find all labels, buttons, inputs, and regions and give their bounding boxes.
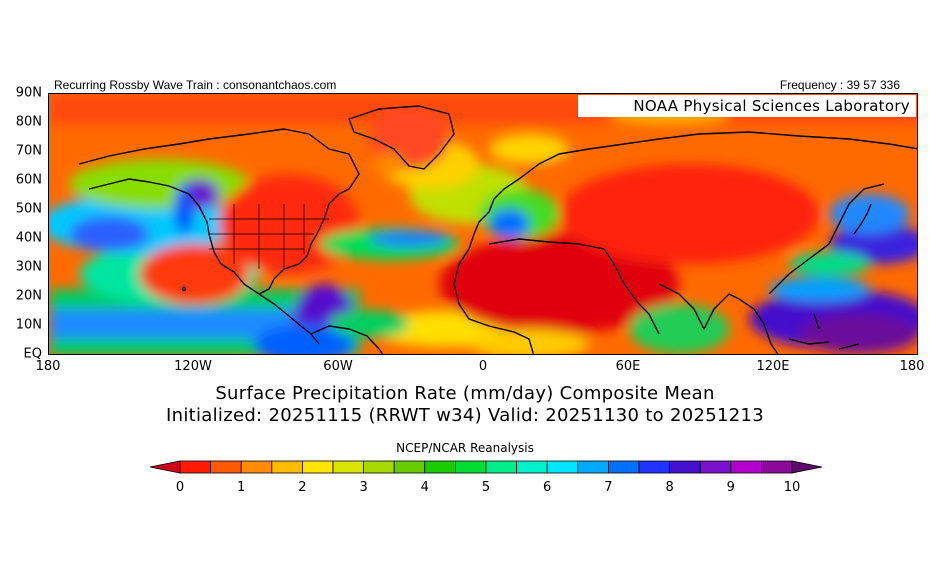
lon-label: 120E: [756, 359, 790, 374]
colorbar: [149, 460, 823, 474]
islands-outline: [788, 313, 860, 350]
precipitation-map: [48, 93, 918, 355]
colorbar-swatch: [210, 460, 242, 474]
colorbar-swatch: [301, 460, 334, 474]
colorbar-swatch: [699, 460, 732, 474]
colorbar-swatch: [271, 460, 303, 474]
us-state-lines: [209, 204, 329, 269]
header-right-text: Frequency : 39 57 336: [779, 78, 900, 92]
lon-label: 120W: [174, 359, 212, 374]
lat-label: 50N: [15, 201, 42, 217]
lon-label: 180: [899, 359, 925, 374]
lab-label: NOAA Physical Sciences Laboratory: [578, 95, 916, 117]
map-title-line1: Surface Precipitation Rate (mm/day) Comp…: [215, 383, 715, 404]
lat-label: 70N: [15, 143, 42, 159]
colorbar-tick-label: 8: [665, 480, 674, 495]
lon-label: 60E: [615, 359, 641, 374]
map-svg: [49, 94, 917, 354]
dataset-label: NCEP/NCAR Reanalysis: [396, 441, 534, 455]
colorbar-swatch: [669, 460, 701, 474]
lat-label: 40N: [15, 230, 42, 246]
colorbar-swatch: [240, 460, 273, 474]
lat-label: 30N: [15, 259, 42, 275]
colorbar-tick-label: 1: [237, 480, 246, 495]
coastlines: [78, 105, 917, 354]
lat-label: 80N: [15, 114, 42, 130]
colorbar-tick-label: 3: [359, 480, 368, 495]
south-america-outline: [310, 325, 384, 354]
north-america-outline: [78, 128, 360, 295]
se-asia-outline: [738, 183, 885, 354]
lon-label: 60W: [323, 359, 353, 374]
colorbar-swatch: [393, 460, 426, 474]
lat-label: 20N: [15, 288, 42, 304]
colorbar-tick-label: 0: [175, 480, 185, 495]
india-outline: [658, 283, 740, 330]
colorbar-tick-label: 4: [420, 480, 429, 495]
colorbar-tick-label: 2: [298, 480, 307, 495]
colorbar-tick-label: 9: [726, 480, 735, 495]
colorbar-swatch: [761, 460, 793, 474]
central-america-outline: [258, 293, 320, 345]
header-left-text: Recurring Rossby Wave Train : consonantc…: [54, 78, 337, 92]
lat-label: 60N: [15, 172, 42, 188]
europe-africa-outline: [468, 131, 917, 250]
lon-label: 0: [478, 359, 488, 374]
colorbar-swatch: [516, 460, 548, 474]
map-title-line2: Initialized: 20251115 (RRWT w34) Valid: …: [166, 405, 764, 426]
africa-outline: [453, 248, 535, 354]
lon-label: 180: [35, 359, 61, 374]
colorbar-tick-label: 6: [543, 480, 552, 495]
colorbar-swatch: [454, 460, 487, 474]
colorbar-swatch: [485, 460, 518, 474]
lat-label: 10N: [15, 317, 42, 333]
colorbar-tick-label: 5: [481, 480, 491, 495]
colorbar-max-arrow: [791, 460, 823, 474]
greenland-outline: [348, 105, 455, 170]
colorbar-tick-label: 7: [604, 480, 613, 495]
japan-outline: [853, 203, 872, 235]
colorbar-swatch: [332, 460, 365, 474]
colorbar-swatch: [363, 460, 395, 474]
colorbar-swatch: [577, 460, 609, 474]
lat-label: 90N: [15, 85, 42, 101]
colorbar-tick-label: 10: [783, 480, 801, 495]
colorbar-swatch: [424, 460, 456, 474]
colorbar-swatch: [546, 460, 579, 474]
colorbar-swatch: [608, 460, 640, 474]
colorbar-swatch: [638, 460, 671, 474]
colorbar-swatch: [730, 460, 762, 474]
colorbar-min-arrow: [149, 460, 181, 474]
lat-label: EQ: [23, 346, 42, 362]
mediterranean-outline: [488, 238, 660, 335]
colorbar-swatch: [179, 460, 212, 474]
